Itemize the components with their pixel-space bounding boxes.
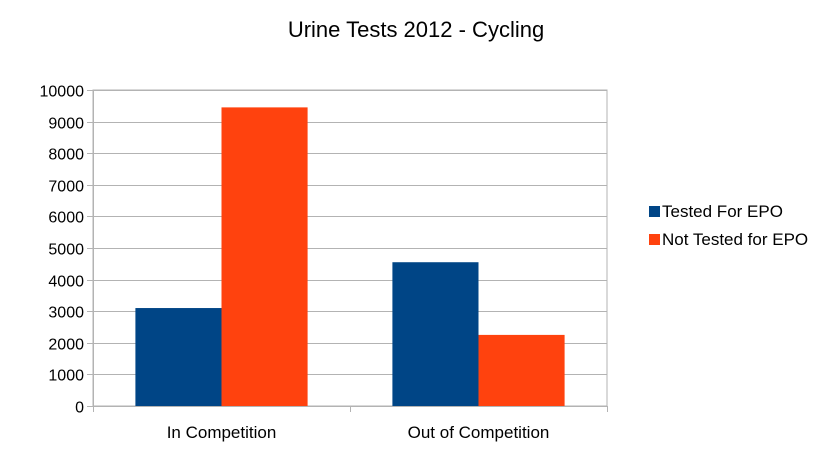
x-category-label: In Competition	[167, 423, 277, 442]
legend-swatch	[649, 234, 660, 245]
y-tick-label: 7000	[48, 179, 84, 196]
bar-tested-for-epo-out-of-competition	[392, 262, 479, 406]
bar-tested-for-epo-in-competition	[135, 308, 222, 406]
legend-label: Tested For EPO	[662, 202, 783, 221]
legend-swatch	[649, 206, 660, 217]
y-tick-label: 9000	[48, 116, 84, 133]
y-tick-labels: 0 1000 2000 3000 4000 5000 6000 7000 8000 9000 100…	[40, 84, 85, 417]
y-tick-label: 4000	[48, 274, 84, 291]
legend-label: Not Tested for EPO	[662, 230, 808, 249]
bar-not-tested-for-epo-out-of-competition	[478, 334, 565, 406]
y-tick-label: 0	[75, 400, 84, 417]
bar-not-tested-for-epo-in-competition	[221, 107, 308, 406]
y-tick-label: 5000	[48, 242, 84, 259]
y-tick-label: 10000	[40, 84, 85, 101]
y-tick-label: 2000	[48, 337, 84, 354]
x-category-label: Out of Competition	[408, 423, 550, 442]
chart-title: Urine Tests 2012 - Cycling	[288, 17, 544, 42]
x-tick-labels: In Competition Out of Competition	[167, 423, 550, 442]
axes-group	[87, 90, 608, 412]
bars-group	[135, 107, 565, 406]
y-tick-label: 8000	[48, 147, 84, 164]
y-tick-label: 1000	[48, 368, 84, 385]
y-tick-label: 3000	[48, 305, 84, 322]
legend: Tested For EPO Not Tested for EPO	[649, 202, 808, 249]
y-tick-label: 6000	[48, 210, 84, 227]
